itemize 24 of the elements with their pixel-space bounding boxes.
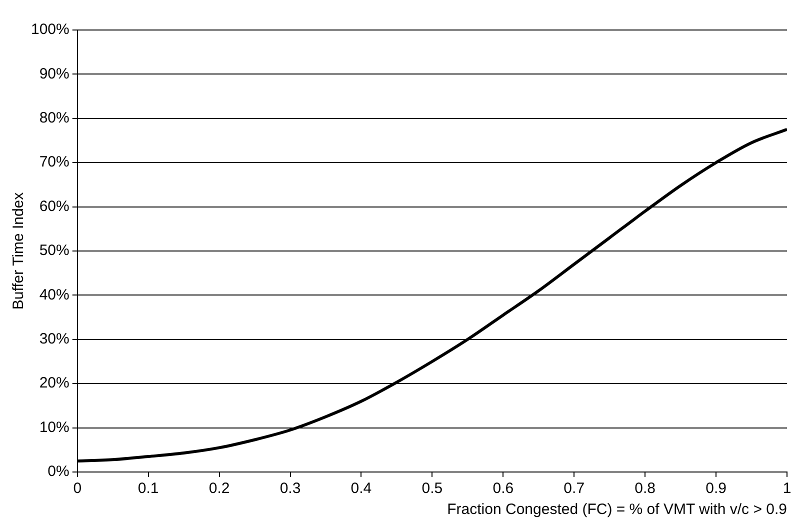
y-tick-label: 60%	[39, 198, 70, 215]
y-tick-label: 30%	[39, 330, 70, 348]
y-tick-label: 90%	[39, 65, 70, 82]
y-tick-label: 0%	[48, 463, 70, 480]
x-tick-label: 0.9	[706, 480, 726, 498]
x-tick-label: 0.4	[350, 480, 372, 498]
y-tick-label: 10%	[39, 418, 70, 436]
x-tick-label: 0.2	[208, 480, 230, 498]
x-tick-label: 1	[782, 480, 792, 498]
y-tick-label: 80%	[39, 110, 70, 127]
x-tick-label: 0.6	[492, 480, 514, 498]
y-tick-label: 70%	[39, 154, 70, 171]
y-tick-label: 50%	[39, 242, 70, 260]
x-tick-label: 0.8	[634, 480, 656, 498]
y-tick-label: 100%	[30, 21, 70, 38]
x-axis-title: Fraction Congested (FC) = % of VMT with v/c > 0.9	[447, 501, 787, 518]
x-tick-label: 0.1	[138, 480, 159, 498]
x-tick-label: 0	[73, 480, 82, 498]
x-tick-label: 0.3	[280, 480, 301, 498]
x-tick-label: 0.7	[564, 480, 585, 498]
y-tick-label: 40%	[39, 286, 70, 304]
y-axis-title: Buffer Time Index	[10, 192, 28, 310]
y-tick-label: 20%	[39, 374, 70, 392]
x-tick-label: 0.5	[422, 480, 443, 498]
